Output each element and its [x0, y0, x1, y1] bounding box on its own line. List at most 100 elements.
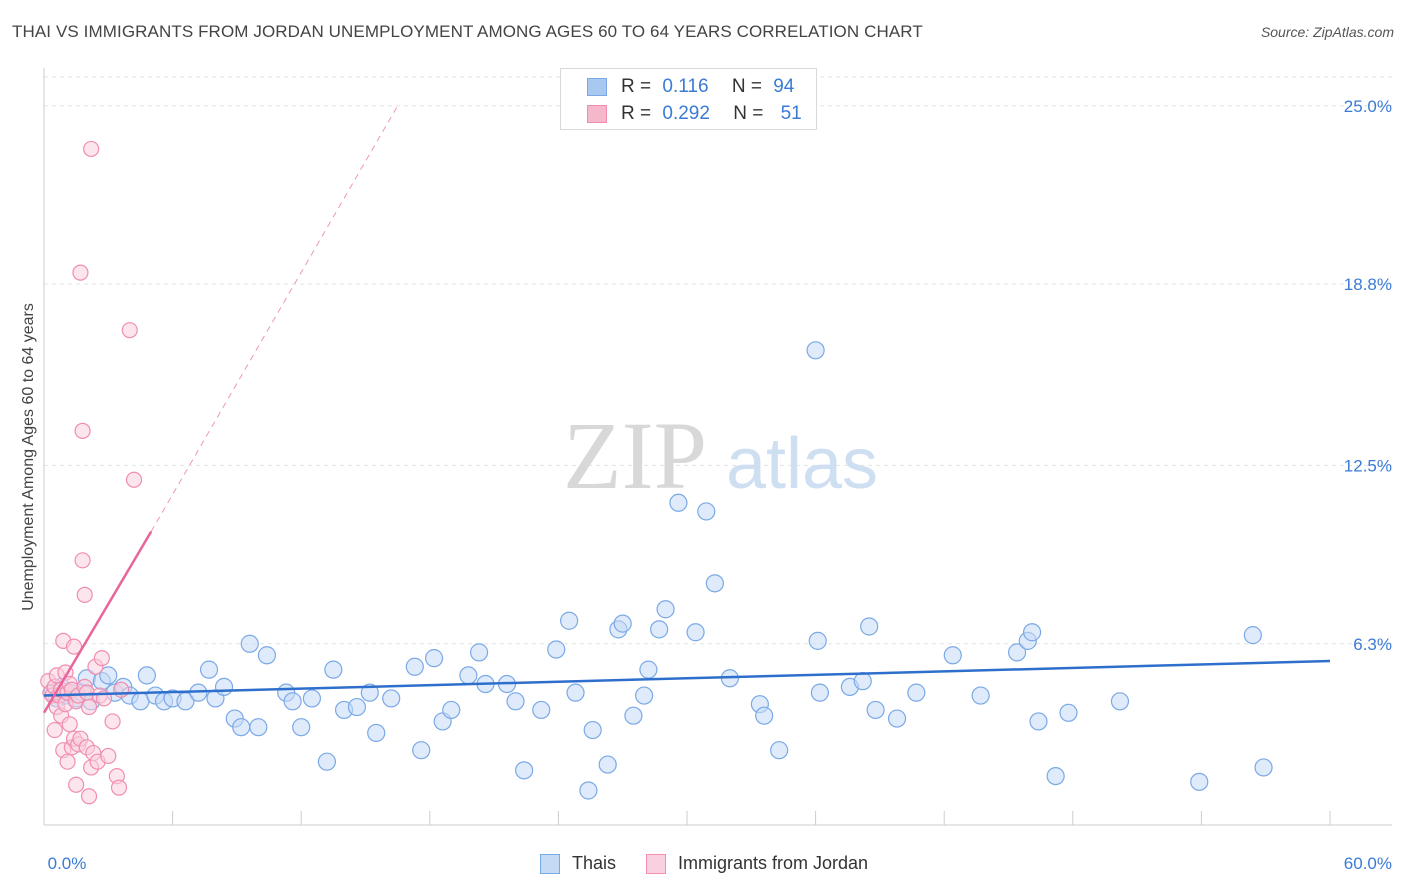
stats-legend: R = 0.116 N = 94 R = 0.292 N = 51	[560, 68, 817, 130]
thais-point	[1046, 766, 1065, 786]
thais-point	[292, 718, 311, 737]
thais-trend-line	[43, 659, 1331, 697]
thais-point	[639, 660, 658, 679]
tick-labels-layer: 6.3% 12.5% 18.8% 25.0% 0.0% 60.0%	[48, 97, 1392, 873]
series-legend-thais[interactable]: Thais	[540, 853, 616, 874]
thais-point	[214, 677, 234, 697]
source-credit: Source: ZipAtlas.com	[1260, 24, 1394, 40]
thais-point	[566, 683, 585, 702]
thais-point	[515, 761, 534, 780]
thais-point	[412, 741, 431, 760]
thais-point	[302, 689, 322, 708]
thais-point	[1059, 703, 1078, 722]
thais-point	[324, 660, 343, 679]
jordan-point	[113, 681, 130, 698]
watermark-zip: ZIP	[563, 402, 707, 509]
thais-point	[808, 631, 827, 650]
thais-point	[686, 623, 705, 642]
legend-swatch-jordan	[587, 105, 607, 123]
jordan-point	[80, 698, 98, 716]
chart-title: THAI VS IMMIGRANTS FROM JORDAN UNEMPLOYM…	[12, 22, 923, 41]
thais-point	[1254, 758, 1273, 777]
thais-point	[943, 646, 962, 665]
thais-point	[770, 741, 789, 760]
jordan-point	[76, 586, 93, 603]
grid-layer	[44, 76, 1392, 645]
thais-point	[199, 660, 219, 679]
y-axis-label: Unemployment Among Ages 60 to 64 years	[20, 303, 37, 611]
thais-point	[257, 646, 277, 665]
thais-point	[1022, 623, 1042, 642]
thais-point	[907, 683, 926, 702]
axis-layer	[43, 68, 1392, 826]
thais-point	[1190, 772, 1209, 791]
thais-point	[137, 666, 156, 685]
jordan-point	[83, 140, 100, 158]
jordan-point	[104, 713, 121, 730]
y-tick-label: 6.3%	[1353, 635, 1392, 654]
legend-n-value: 51	[780, 103, 802, 124]
thais-point	[506, 692, 525, 711]
thais-point	[650, 620, 669, 639]
thais-point	[99, 666, 118, 685]
jordan-point	[74, 422, 91, 439]
jordan-point	[125, 471, 143, 488]
thais-point	[459, 666, 478, 685]
watermark: ZIP atlas	[563, 402, 878, 509]
y-tick-label: 25.0%	[1344, 97, 1392, 116]
jordan-point	[93, 650, 110, 667]
series-legend-jordan[interactable]: Immigrants from Jordan	[646, 853, 868, 874]
thais-point	[560, 611, 579, 630]
legend-n-label: N =	[731, 76, 762, 97]
thais-point	[598, 755, 617, 774]
series-swatch-jordan	[646, 853, 667, 874]
thais-point	[405, 657, 424, 676]
thais-point	[755, 706, 774, 725]
points-layer	[40, 140, 1273, 805]
legend-n-value: 94	[773, 76, 795, 97]
thais-point	[579, 781, 598, 800]
thais-point	[887, 709, 907, 728]
legend-r-value: 0.116	[662, 76, 709, 97]
thais-point	[810, 683, 829, 702]
thais-point	[669, 493, 688, 512]
jordan-point	[80, 788, 98, 805]
thais-point	[1243, 626, 1262, 645]
jordan-point	[68, 776, 85, 793]
legend-r-label: R =	[621, 76, 652, 97]
x-tick-label: 0.0%	[48, 854, 87, 873]
thais-point	[532, 700, 551, 720]
thais-point	[424, 649, 444, 668]
y-tick-label: 12.5%	[1344, 456, 1392, 475]
series-label-jordan: Immigrants from Jordan	[678, 853, 869, 873]
jordan-point	[65, 638, 83, 655]
thais-point	[971, 686, 990, 705]
thais-point	[613, 614, 632, 633]
legend-swatch-thais	[587, 78, 607, 96]
thais-point	[367, 723, 386, 743]
thais-point	[232, 718, 251, 737]
thais-point	[442, 700, 461, 720]
thais-point	[1007, 643, 1027, 662]
thais-point	[1029, 712, 1048, 731]
thais-point	[583, 720, 602, 740]
thais-point	[853, 672, 872, 691]
thais-point	[1110, 692, 1130, 711]
jordan-point	[100, 747, 117, 765]
thais-point	[283, 692, 302, 711]
thais-point	[469, 643, 489, 662]
watermark-atlas: atlas	[726, 424, 878, 504]
thais-point	[656, 600, 675, 619]
series-legend: Thais Immigrants from Jordan	[540, 853, 898, 874]
jordan-point	[59, 753, 76, 770]
thais-point	[547, 640, 566, 659]
series-swatch-thais	[540, 853, 560, 874]
x-tick-label: 60.0%	[1344, 854, 1392, 873]
thais-point	[866, 700, 885, 720]
thais-point	[697, 502, 716, 521]
thais-point	[806, 341, 825, 360]
jordan-trend-extension	[150, 105, 399, 532]
jordan-trend-line	[42, 530, 153, 714]
thais-point	[360, 683, 379, 702]
jordan-point	[46, 721, 63, 739]
